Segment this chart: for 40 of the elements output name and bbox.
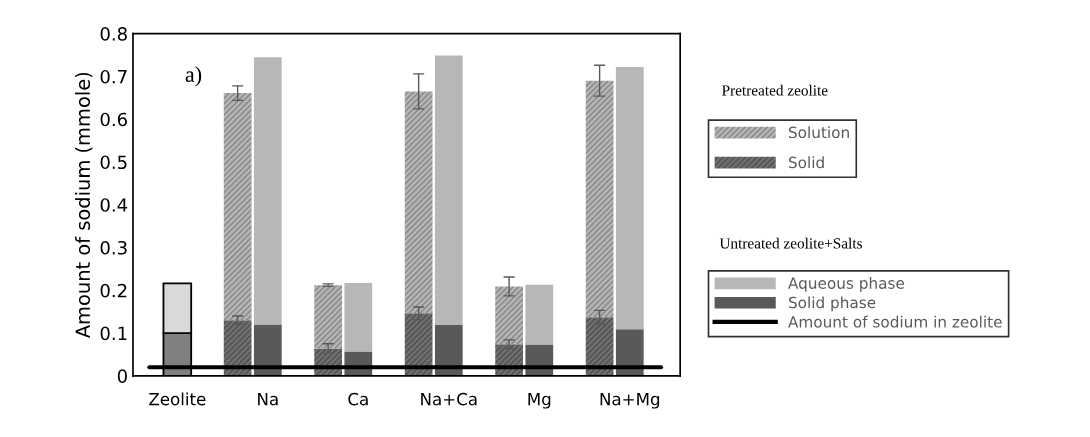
y-tick-label: 0.1 [100, 326, 127, 341]
legend-label: Solution [788, 126, 849, 139]
bar [253, 57, 282, 325]
y-tick-label: 0.6 [100, 112, 127, 127]
bar [495, 286, 523, 345]
legend-label: Solid [788, 156, 824, 169]
legend-label: Aqueous phase [788, 277, 905, 292]
y-tick-label: 0.4 [100, 198, 128, 212]
bar [585, 80, 614, 318]
y-tick-label: 0.2 [100, 283, 127, 298]
x-tick-label: Ca [348, 392, 368, 406]
y-axis-title: Amount of sodium (mmole) [75, 72, 93, 339]
bar [615, 329, 644, 376]
bar [314, 285, 343, 349]
bar [223, 93, 252, 321]
bar [615, 67, 644, 330]
x-tick-label: Na [258, 393, 278, 406]
y-tick-label: 0.5 [100, 155, 127, 170]
bar [253, 324, 282, 376]
bar [404, 313, 433, 376]
bar [585, 317, 614, 376]
bar [434, 324, 463, 376]
bar [525, 284, 554, 345]
bar [434, 55, 463, 325]
bar [223, 320, 252, 376]
y-tick-label: 0 [117, 369, 127, 383]
text: Pretreated zeolite [722, 84, 828, 96]
x-tick-label: Mg [528, 393, 551, 409]
y-tick-label: 0.3 [100, 240, 127, 255]
bar [344, 283, 373, 352]
x-tick-label: Na+Ca [421, 392, 477, 406]
x-tick-label: Zeolite [149, 392, 206, 406]
y-tick-label: 0.7 [100, 69, 127, 84]
legend-label: Amount of sodium in zeolite [788, 315, 1002, 328]
legend-label: Solid phase [788, 296, 876, 312]
annotation: a) [185, 66, 202, 87]
text: Untreated zeolite+Salts [719, 237, 862, 249]
x-tick-label: Na+Mg [600, 393, 660, 409]
y-tick-label: 0.8 [100, 27, 127, 41]
bar [404, 91, 433, 314]
